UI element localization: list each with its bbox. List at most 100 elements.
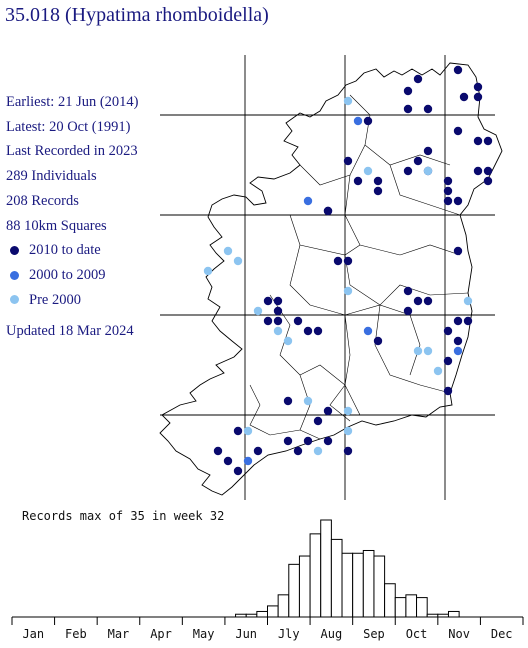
record-dot: [423, 146, 433, 156]
record-dot: [353, 116, 363, 126]
record-dot: [343, 256, 353, 266]
species-info-panel: Earliest: 21 Jun (2014) Latest: 20 Oct (…: [6, 90, 139, 344]
record-dot: [343, 406, 353, 416]
record-dot: [463, 296, 473, 306]
record-dot: [213, 446, 223, 456]
legend-item-pre2000: Pre 2000: [6, 288, 139, 313]
month-label: Apr: [150, 627, 172, 641]
legend-dot-mid-icon: [10, 270, 19, 280]
record-dot: [373, 176, 383, 186]
month-label: Aug: [321, 627, 343, 641]
week-bar: [320, 519, 332, 618]
legend-dot-dark-icon: [10, 246, 19, 256]
week-bar: [405, 594, 418, 618]
individuals-count: 289 Individuals: [6, 168, 97, 185]
record-dot: [253, 446, 263, 456]
record-dot: [303, 326, 313, 336]
record-dot: [343, 156, 353, 166]
record-dot: [443, 196, 453, 206]
week-bar: [277, 594, 290, 618]
record-dot: [403, 166, 413, 176]
record-dot: [223, 246, 233, 256]
record-dot: [333, 256, 343, 266]
record-dot: [233, 256, 243, 266]
latest-record: Latest: 20 Oct (1991): [6, 118, 131, 135]
record-dot: [323, 206, 333, 216]
record-dot: [273, 296, 283, 306]
record-dot: [233, 426, 243, 436]
record-dot: [423, 104, 433, 114]
record-dot: [343, 286, 353, 296]
record-dot: [443, 326, 453, 336]
record-dot: [263, 316, 273, 326]
week-bar: [394, 597, 407, 618]
record-dot: [303, 196, 313, 206]
record-dot: [343, 426, 353, 436]
record-dot: [473, 166, 483, 176]
month-label: May: [193, 627, 215, 641]
record-dot: [423, 346, 433, 356]
record-dot: [353, 176, 363, 186]
record-dot: [283, 336, 293, 346]
record-dot: [343, 96, 353, 106]
record-dot: [413, 346, 423, 356]
legend-item-2000: 2000 to 2009: [6, 263, 139, 288]
record-dot: [403, 306, 413, 316]
week-bar: [288, 563, 300, 618]
record-dot: [473, 82, 483, 92]
record-dot: [243, 426, 253, 436]
record-dot: [443, 356, 453, 366]
record-dot: [273, 316, 283, 326]
record-dot: [463, 316, 473, 326]
week-bar: [373, 555, 386, 618]
record-dot: [433, 366, 443, 376]
month-label: Oct: [406, 627, 428, 641]
ireland-coastline: [159, 62, 503, 496]
record-dot: [293, 316, 303, 326]
record-dot: [459, 92, 469, 102]
record-dot: [303, 436, 313, 446]
record-dot: [413, 296, 423, 306]
record-dot: [473, 136, 483, 146]
record-dot: [403, 104, 413, 114]
week-bar: [256, 610, 269, 618]
legend-item-2010: 2010 to date: [6, 238, 139, 263]
updated-date: Updated 18 Mar 2024: [6, 323, 134, 340]
record-dot: [273, 326, 283, 336]
record-dot: [273, 306, 283, 316]
record-dot: [283, 436, 293, 446]
record-dot: [323, 436, 333, 446]
month-label: Sep: [363, 627, 385, 641]
record-dot: [453, 346, 463, 356]
record-dot: [323, 406, 333, 416]
county-boundaries: [249, 94, 469, 440]
record-dot: [373, 336, 383, 346]
chart-title: Records max of 35 in week 32: [22, 509, 225, 523]
week-bar: [309, 533, 322, 618]
month-label: Jun: [235, 627, 257, 641]
legend-label: 2000 to 2009: [29, 266, 106, 283]
record-dot: [283, 396, 293, 406]
distribution-map: [159, 55, 503, 500]
week-bar: [447, 610, 460, 618]
record-dot: [413, 156, 423, 166]
record-dot: [453, 196, 463, 206]
week-bar: [341, 552, 354, 618]
month-label: Feb: [65, 627, 87, 641]
earliest-record: Earliest: 21 Jun (2014): [6, 94, 139, 110]
record-dot: [403, 86, 413, 96]
record-dot: [373, 186, 383, 196]
week-bar: [352, 552, 364, 618]
record-dot: [423, 166, 433, 176]
month-label: Dec: [491, 627, 513, 641]
record-dot: [343, 446, 353, 456]
month-ticks: Jan Feb Mar Apr May Jun Jly Aug Sep Oct Nov Dec: [11, 617, 524, 641]
record-dot: [223, 456, 233, 466]
month-label: Nov: [448, 627, 470, 641]
record-dots: [203, 65, 493, 476]
record-dot: [473, 92, 483, 102]
record-dot: [363, 326, 373, 336]
squares-count: 88 10km Squares: [6, 217, 107, 234]
record-dot: [443, 186, 453, 196]
record-dot: [483, 136, 493, 146]
